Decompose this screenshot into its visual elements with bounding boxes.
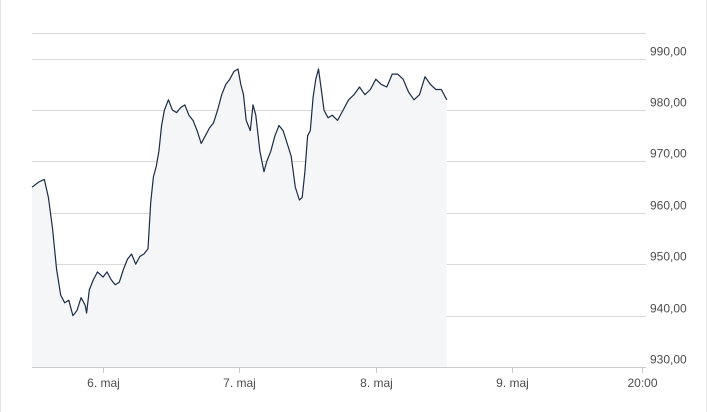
- x-axis-ticks: 6. maj 7. maj 8. maj 9. maj 20:00: [32, 367, 658, 390]
- series-line: [31, 68, 448, 317]
- x-tick-label: 6. maj: [87, 376, 120, 390]
- y-tick-label: 990,00: [650, 45, 687, 59]
- x-tick-label: 8. maj: [360, 376, 393, 390]
- y-tick-label: 930,00: [650, 353, 687, 367]
- y-axis-ticks: 930,00 940,00 950,00 960,00 970,00 980,00 990,…: [650, 45, 687, 367]
- y-tick-label: 940,00: [650, 302, 687, 316]
- x-tick-label: 7. maj: [223, 376, 256, 390]
- y-tick-label: 950,00: [650, 250, 687, 264]
- y-tick-label: 980,00: [650, 96, 687, 110]
- y-tick-label: 970,00: [650, 147, 687, 161]
- plot-area: [31, 68, 448, 367]
- area-fill: [32, 69, 447, 367]
- x-tick-label: 9. maj: [496, 376, 529, 390]
- x-tick-label: 20:00: [627, 376, 657, 390]
- y-tick-label: 960,00: [650, 199, 687, 213]
